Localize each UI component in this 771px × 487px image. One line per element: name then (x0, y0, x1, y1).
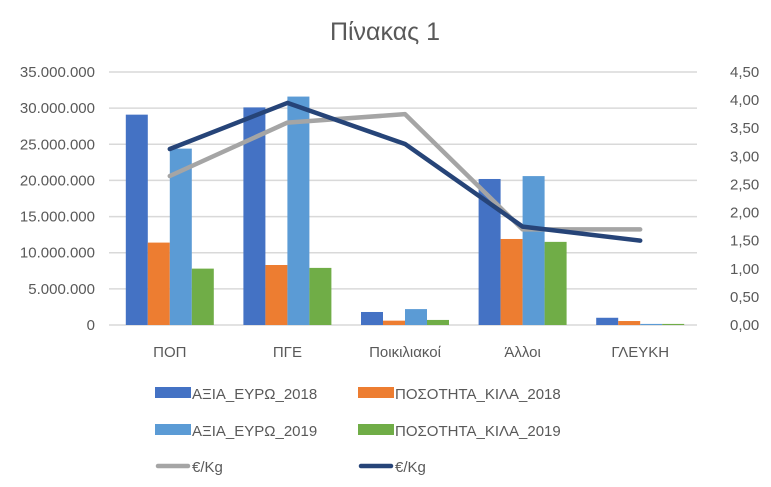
category-label: Άλλοι (504, 344, 540, 361)
legend-label: ΑΞΙΑ_ΕΥΡΩ_2019 (192, 423, 317, 440)
legend-swatch (358, 387, 394, 398)
legend: ΑΞΙΑ_ΕΥΡΩ_2018 ΠΟΣΟΤΗΤΑ_ΚΙΛΑ_2018 ΑΞΙΑ_ΕΥΡ… (155, 386, 561, 476)
bar (478, 178, 501, 325)
secondary-tick-label: 3,50 (730, 120, 759, 137)
bar (640, 323, 663, 325)
secondary-tick-label: 0,00 (730, 317, 759, 334)
secondary-tick-label: 1,50 (730, 233, 759, 250)
primary-tick-label: 30.000.000 (20, 100, 95, 117)
bar (522, 176, 545, 325)
category-label: ΓΛΕΥΚΗ (611, 344, 669, 361)
bar (427, 319, 449, 325)
primary-tick-label: 25.000.000 (20, 136, 95, 153)
legend-swatch (358, 424, 394, 435)
category-labels: ΠΟΠ ΠΓΕ Ποικιλιακοί Άλλοι ΓΛΕΥΚΗ (153, 344, 669, 361)
bar (405, 309, 427, 325)
legend-item[interactable]: ΠΟΣΟΤΗΤΑ_ΚΙΛΑ_2018 (358, 386, 561, 403)
bar (265, 265, 288, 325)
bar (191, 268, 214, 325)
lines (167, 100, 643, 243)
series-line (167, 111, 643, 232)
legend-item[interactable]: €/Kg (358, 459, 426, 476)
bar (243, 107, 266, 325)
legend-label: ΠΟΣΟΤΗΤΑ_ΚΙΛΑ_2018 (395, 386, 561, 403)
legend-label: €/Kg (395, 459, 426, 476)
legend-swatch (155, 387, 191, 398)
legend-item[interactable]: ΑΞΙΑ_ΕΥΡΩ_2019 (155, 423, 317, 440)
legend-item[interactable]: ΑΞΙΑ_ΕΥΡΩ_2018 (155, 386, 317, 403)
bar (383, 320, 405, 325)
primary-tick-label: 35.000.000 (20, 64, 95, 81)
category-label: Ποικιλιακοί (369, 344, 442, 361)
bar (287, 96, 310, 325)
bar (125, 114, 148, 325)
primary-axis-ticks: 0 5.000.000 10.000.000 15.000.000 20.000.000… (20, 64, 95, 334)
legend-label: ΑΞΙΑ_ΕΥΡΩ_2018 (192, 386, 317, 403)
secondary-tick-label: 3,00 (730, 148, 759, 165)
legend-swatch (155, 424, 191, 435)
bar (596, 317, 619, 325)
category-label: ΠΓΕ (273, 344, 302, 361)
primary-tick-label: 5.000.000 (28, 281, 95, 298)
secondary-tick-label: 4,50 (730, 64, 759, 81)
secondary-axis-ticks: 0,00 0,50 1,00 1,50 2,00 2,50 3,00 3,50 4,00 4,50 (730, 64, 759, 334)
legend-label: ΠΟΣΟΤΗΤΑ_ΚΙΛΑ_2019 (395, 423, 561, 440)
legend-item[interactable]: €/Kg (155, 459, 223, 476)
secondary-tick-label: 4,00 (730, 92, 759, 109)
bar (544, 241, 567, 325)
bar (618, 321, 641, 325)
bar (361, 311, 383, 325)
bars (125, 96, 685, 325)
primary-tick-label: 15.000.000 (20, 209, 95, 226)
secondary-tick-label: 0,50 (730, 289, 759, 306)
primary-tick-label: 10.000.000 (20, 245, 95, 262)
chart-title: Πίνακας 1 (330, 18, 440, 46)
bar (169, 148, 192, 325)
legend-label: €/Kg (192, 459, 223, 476)
primary-tick-label: 0 (87, 317, 95, 334)
primary-tick-label: 20.000.000 (20, 172, 95, 189)
bar (147, 242, 170, 325)
legend-item[interactable]: ΠΟΣΟΤΗΤΑ_ΚΙΛΑ_2019 (358, 423, 561, 440)
bar (500, 238, 523, 325)
category-label: ΠΟΠ (153, 344, 186, 361)
secondary-tick-label: 2,50 (730, 176, 759, 193)
series-line (167, 100, 643, 243)
bar (662, 323, 685, 325)
secondary-tick-label: 1,00 (730, 261, 759, 278)
secondary-tick-label: 2,00 (730, 205, 759, 222)
bar (309, 267, 332, 325)
